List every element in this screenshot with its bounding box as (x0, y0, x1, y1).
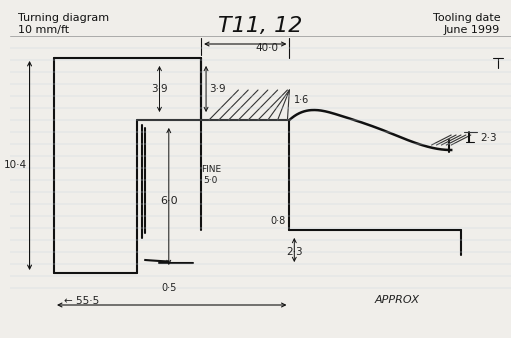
Text: 10 mm/ft: 10 mm/ft (18, 25, 69, 35)
Text: June 1999: June 1999 (444, 25, 500, 35)
Text: 6·0: 6·0 (160, 196, 178, 207)
Text: FINE
5·0: FINE 5·0 (201, 165, 221, 185)
Text: 0·5: 0·5 (161, 283, 177, 293)
Text: 2·3: 2·3 (481, 133, 497, 143)
Text: 0·8: 0·8 (270, 216, 285, 226)
Text: 2·3: 2·3 (286, 247, 303, 257)
Text: 3·9: 3·9 (209, 84, 226, 94)
Text: 10·4: 10·4 (4, 161, 27, 170)
Text: T11, 12: T11, 12 (218, 16, 302, 36)
Text: 1·6: 1·6 (294, 95, 310, 105)
Text: APPROX: APPROX (375, 295, 420, 305)
Text: 40·0: 40·0 (255, 43, 278, 53)
Text: Tooling date: Tooling date (433, 13, 500, 23)
Text: ← 55·5: ← 55·5 (64, 296, 99, 306)
Text: Turning diagram: Turning diagram (18, 13, 109, 23)
Text: 3·9: 3·9 (151, 84, 168, 94)
